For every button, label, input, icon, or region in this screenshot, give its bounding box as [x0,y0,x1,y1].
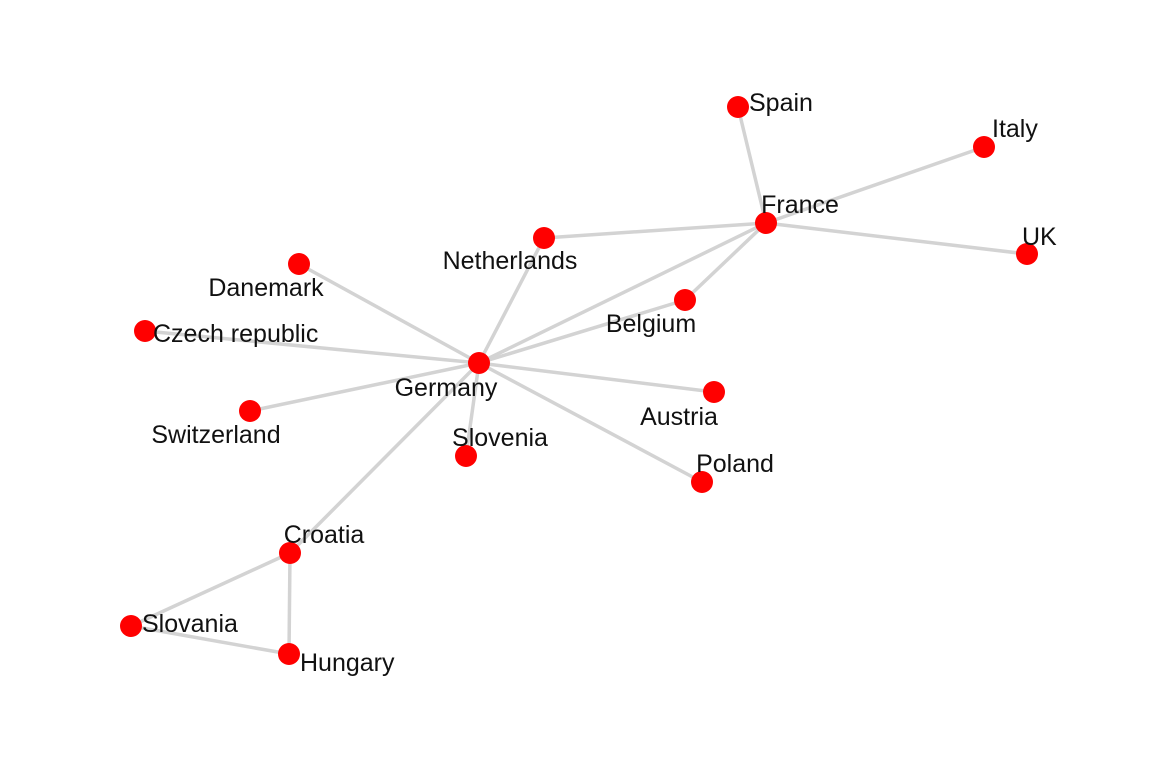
edge-germany-austria [477,361,716,394]
edge-germany-france [477,221,768,365]
node-spain [727,96,749,118]
node-france [755,212,777,234]
node-netherlands [533,227,555,249]
edge-italy-france [764,145,986,225]
node-austria [703,381,725,403]
node-croatia [279,542,301,564]
edge-slovania-hungary [129,624,291,656]
node-germany [468,352,490,374]
node-uk [1016,243,1038,265]
edges-layer [129,105,1029,656]
edge-netherlands-france [542,221,768,240]
edge-belgium-france [683,221,768,302]
nodes-layer [120,96,1038,665]
edge-germany-poland [477,361,704,484]
node-label-italy: Italy [992,115,1038,143]
node-italy [973,136,995,158]
edge-germany-slovenia [464,361,481,458]
node-belgium [674,289,696,311]
labels-layer: Germany France Spain Italy UK Netherlands Belg… [142,89,1057,677]
node-czech-republic [134,320,156,342]
node-label-croatia: Croatia [284,521,365,549]
edge-germany-czech-republic [143,329,481,365]
node-slovenia [455,445,477,467]
edge-germany-switzerland [248,361,481,413]
edge-germany-belgium [477,298,687,365]
node-slovania [120,615,142,637]
node-label-hungary: Hungary [300,649,395,677]
node-label-czech-republic: Czech republic [153,320,318,348]
edge-croatia-slovania [129,551,292,628]
node-label-danemark: Danemark [208,274,324,302]
node-label-poland: Poland [696,450,774,478]
node-hungary [278,643,300,665]
edge-germany-netherlands [477,236,546,365]
node-label-slovania: Slovania [142,610,238,638]
node-danemark [288,253,310,275]
edge-uk-france [764,221,1029,256]
node-label-slovenia: Slovenia [452,424,548,452]
node-label-uk: UK [1022,223,1057,251]
node-switzerland [239,400,261,422]
node-label-netherlands: Netherlands [443,247,578,275]
edge-germany-danemark [297,262,481,365]
node-label-austria: Austria [640,403,718,431]
edge-germany-croatia [288,361,481,555]
node-label-france: France [761,191,839,219]
edge-spain-france [736,105,768,225]
node-label-belgium: Belgium [606,310,696,338]
node-label-switzerland: Switzerland [151,421,280,449]
node-label-spain: Spain [749,89,813,117]
node-poland [691,471,713,493]
node-label-germany: Germany [395,374,498,402]
edge-croatia-hungary [287,551,292,656]
